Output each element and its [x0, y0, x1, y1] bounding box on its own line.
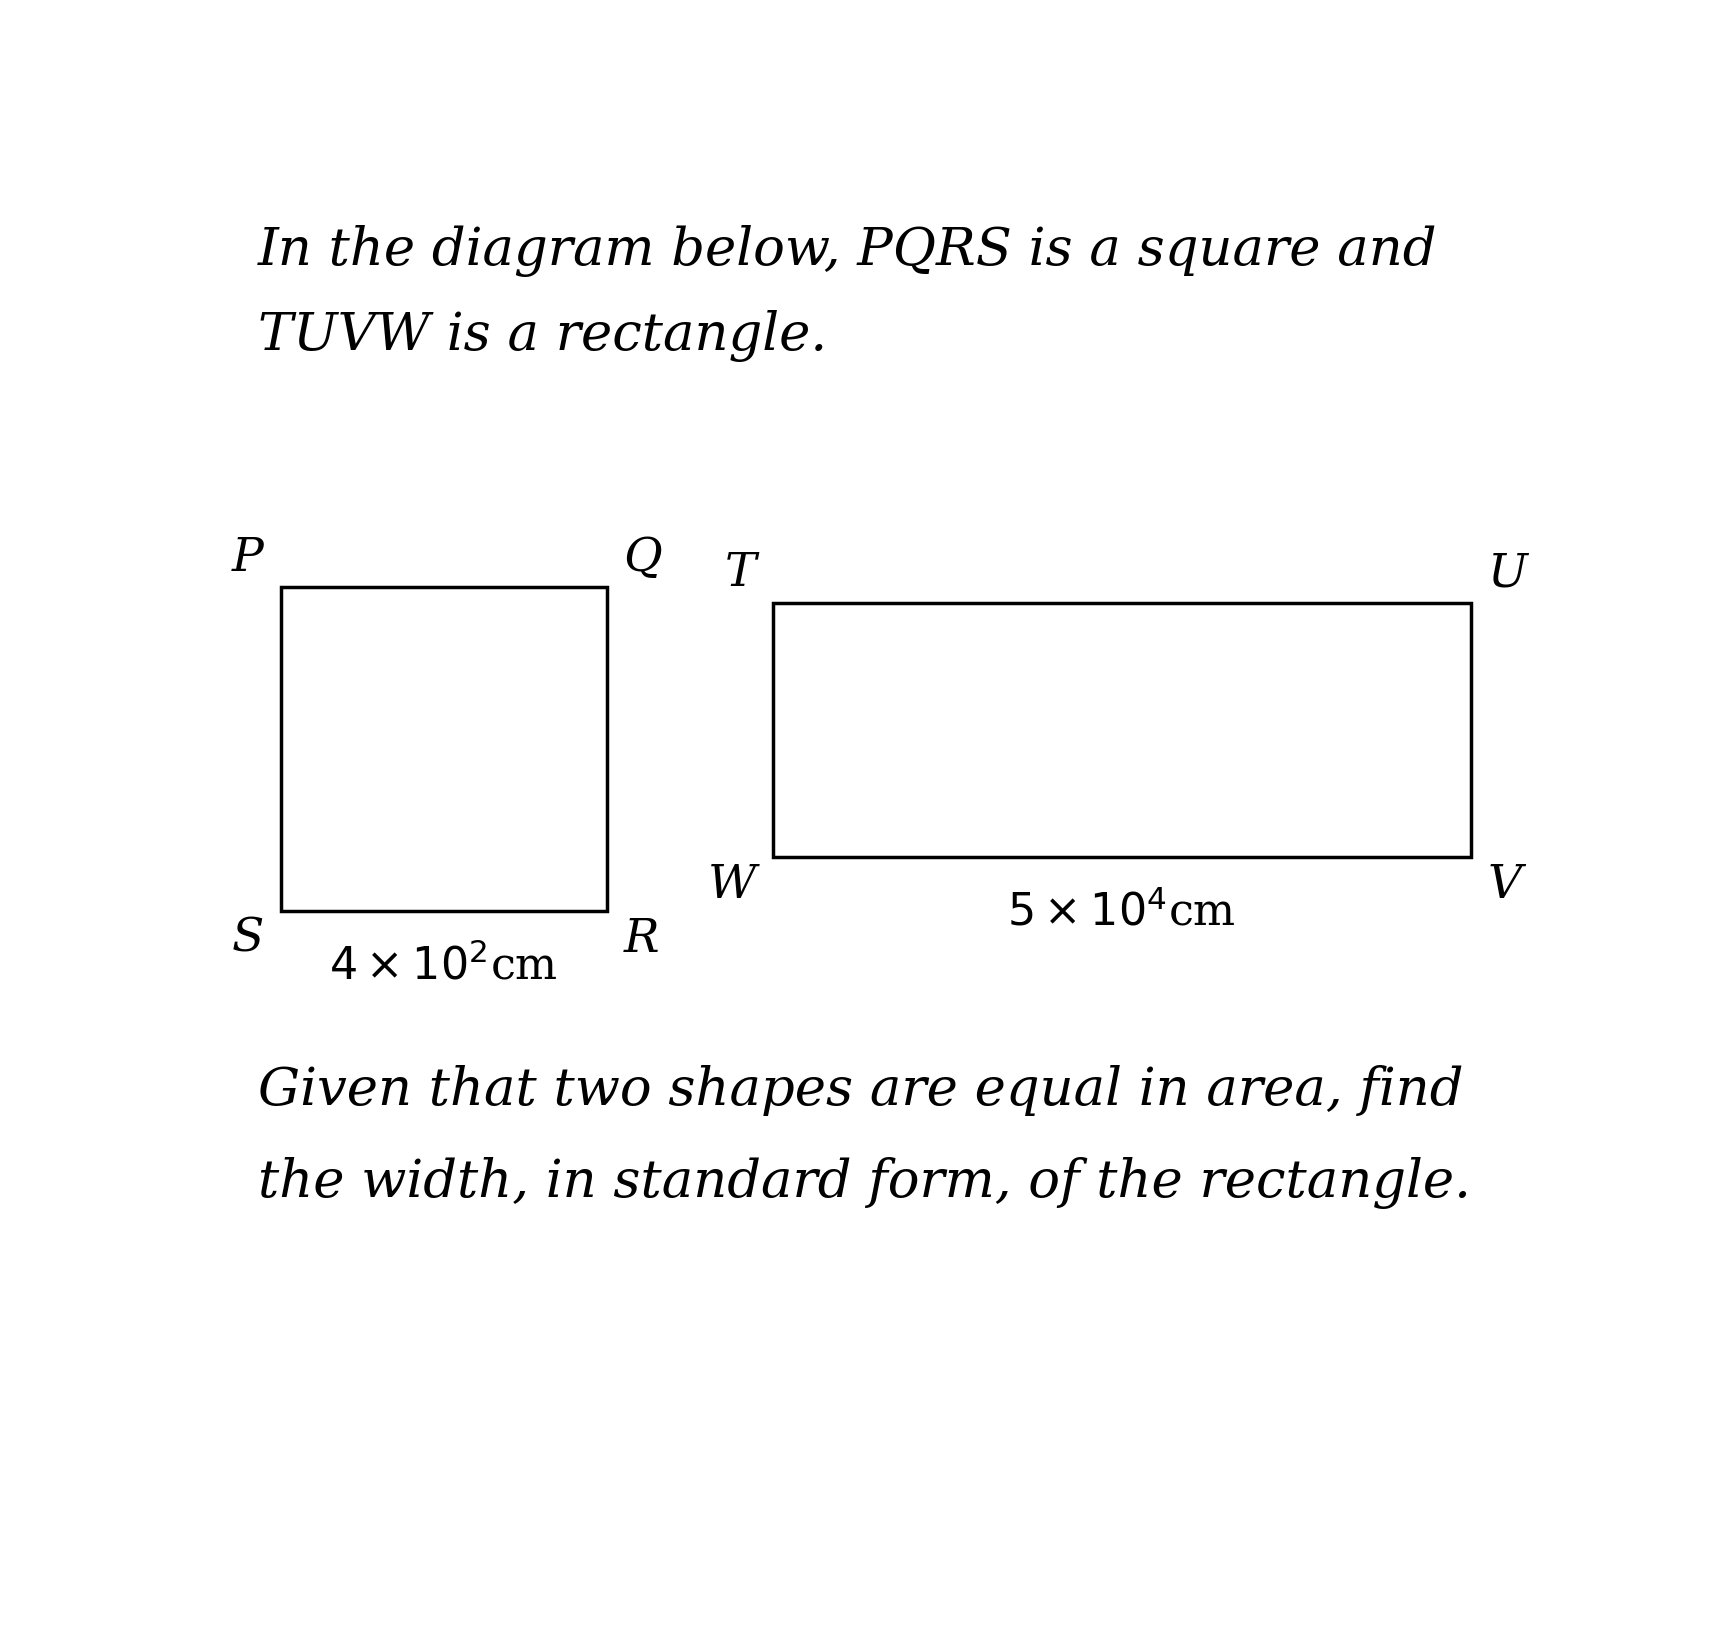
Text: $5 \times 10^{4}$cm: $5 \times 10^{4}$cm [1007, 890, 1236, 933]
Text: W: W [707, 863, 756, 909]
Text: Given that two shapes are equal in area, find: Given that two shapes are equal in area,… [258, 1065, 1463, 1116]
Text: In the diagram below, PQRS is a square and: In the diagram below, PQRS is a square a… [258, 226, 1437, 277]
Text: the width, in standard form, of the rectangle.: the width, in standard form, of the rect… [258, 1157, 1471, 1208]
Text: $4 \times 10^{2}$cm: $4 \times 10^{2}$cm [329, 943, 558, 988]
Bar [281, 588, 606, 910]
Text: P: P [232, 535, 263, 581]
Text: R: R [623, 917, 659, 961]
Text: V: V [1487, 863, 1521, 909]
Bar [773, 602, 1471, 856]
Text: TUVW is a rectangle.: TUVW is a rectangle. [258, 309, 826, 362]
Text: T: T [725, 551, 756, 596]
Text: Q: Q [623, 535, 663, 581]
Text: S: S [232, 917, 263, 961]
Text: U: U [1487, 551, 1528, 596]
